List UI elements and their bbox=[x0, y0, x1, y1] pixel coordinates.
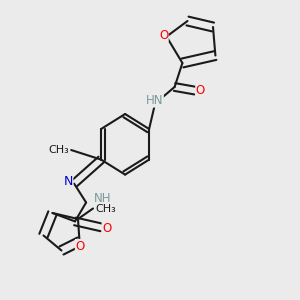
Text: O: O bbox=[102, 222, 111, 236]
Text: CH₃: CH₃ bbox=[95, 203, 116, 214]
Text: O: O bbox=[76, 239, 85, 253]
Text: CH₃: CH₃ bbox=[49, 145, 70, 155]
Text: NH: NH bbox=[94, 192, 111, 206]
Text: HN: HN bbox=[146, 94, 163, 107]
Text: N: N bbox=[63, 175, 73, 188]
Text: O: O bbox=[196, 84, 205, 97]
Text: O: O bbox=[159, 28, 168, 42]
